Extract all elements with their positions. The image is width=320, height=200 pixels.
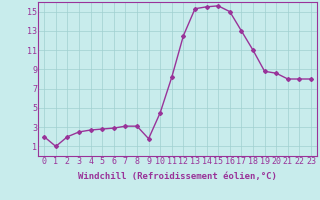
X-axis label: Windchill (Refroidissement éolien,°C): Windchill (Refroidissement éolien,°C)	[78, 172, 277, 181]
